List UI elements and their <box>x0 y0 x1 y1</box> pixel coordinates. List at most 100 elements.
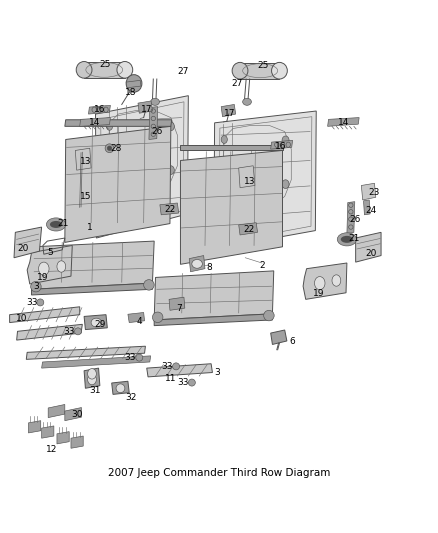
Polygon shape <box>214 111 316 249</box>
Polygon shape <box>189 255 205 272</box>
Polygon shape <box>48 405 65 418</box>
Polygon shape <box>10 307 80 322</box>
Polygon shape <box>57 432 69 444</box>
Polygon shape <box>17 324 82 340</box>
Polygon shape <box>239 166 255 188</box>
Text: 3: 3 <box>214 368 220 377</box>
Ellipse shape <box>105 144 114 152</box>
Ellipse shape <box>173 363 180 370</box>
Polygon shape <box>75 148 91 170</box>
Text: 31: 31 <box>90 385 101 394</box>
Polygon shape <box>112 381 129 394</box>
Ellipse shape <box>341 236 353 243</box>
Polygon shape <box>126 80 141 88</box>
Ellipse shape <box>151 98 159 106</box>
Ellipse shape <box>39 262 49 275</box>
Text: 6: 6 <box>290 337 296 346</box>
Polygon shape <box>88 106 110 114</box>
Text: 29: 29 <box>94 320 106 329</box>
Ellipse shape <box>192 260 202 268</box>
Ellipse shape <box>50 221 62 228</box>
Polygon shape <box>42 426 54 438</box>
Text: 30: 30 <box>71 410 82 419</box>
Text: 33: 33 <box>177 378 189 387</box>
Ellipse shape <box>152 312 163 322</box>
Polygon shape <box>347 201 355 233</box>
Polygon shape <box>271 330 287 344</box>
Ellipse shape <box>57 261 66 272</box>
Text: 26: 26 <box>151 127 162 136</box>
Polygon shape <box>65 120 172 126</box>
Polygon shape <box>147 364 212 377</box>
Ellipse shape <box>106 123 113 130</box>
Text: 19: 19 <box>313 289 325 298</box>
Text: 21: 21 <box>348 233 360 243</box>
Polygon shape <box>180 145 283 150</box>
Polygon shape <box>128 312 145 322</box>
Text: 25: 25 <box>99 60 111 69</box>
Text: 33: 33 <box>64 327 75 336</box>
Text: 17: 17 <box>141 105 152 114</box>
Polygon shape <box>84 314 107 329</box>
Polygon shape <box>221 104 236 117</box>
Ellipse shape <box>282 136 289 145</box>
Polygon shape <box>149 107 158 140</box>
Text: 13: 13 <box>80 157 91 166</box>
Ellipse shape <box>167 166 174 174</box>
Polygon shape <box>180 150 283 264</box>
Text: 17: 17 <box>224 109 236 118</box>
Polygon shape <box>154 271 274 320</box>
Text: 21: 21 <box>58 219 69 228</box>
Ellipse shape <box>264 310 274 321</box>
Polygon shape <box>84 61 125 78</box>
Polygon shape <box>271 140 293 149</box>
Ellipse shape <box>37 299 44 306</box>
Text: 25: 25 <box>257 61 268 69</box>
Text: 16: 16 <box>276 142 287 150</box>
Ellipse shape <box>31 281 41 292</box>
Ellipse shape <box>221 135 227 143</box>
Text: 2: 2 <box>259 261 265 270</box>
Text: 23: 23 <box>369 189 380 197</box>
Text: 16: 16 <box>94 105 106 114</box>
Text: 7: 7 <box>177 304 183 313</box>
Text: 12: 12 <box>46 445 57 454</box>
Text: 14: 14 <box>338 118 350 127</box>
Text: 32: 32 <box>125 392 136 401</box>
Text: 8: 8 <box>206 263 212 272</box>
Polygon shape <box>71 436 83 448</box>
Polygon shape <box>154 314 272 326</box>
Text: 3: 3 <box>33 282 39 290</box>
Ellipse shape <box>88 368 96 379</box>
Text: 20: 20 <box>366 249 377 258</box>
Polygon shape <box>28 421 41 433</box>
Polygon shape <box>26 346 145 359</box>
Polygon shape <box>240 63 279 79</box>
Ellipse shape <box>126 75 142 92</box>
Text: 28: 28 <box>110 144 122 153</box>
Polygon shape <box>361 183 376 200</box>
Polygon shape <box>80 118 110 126</box>
Text: 33: 33 <box>162 362 173 371</box>
Text: 22: 22 <box>164 205 176 214</box>
Ellipse shape <box>243 98 251 106</box>
Ellipse shape <box>116 384 125 393</box>
Ellipse shape <box>337 233 357 246</box>
Text: 1: 1 <box>87 223 93 232</box>
Ellipse shape <box>332 275 341 286</box>
Polygon shape <box>356 232 381 262</box>
Ellipse shape <box>46 218 66 231</box>
Ellipse shape <box>91 318 102 327</box>
Ellipse shape <box>74 328 81 335</box>
Ellipse shape <box>167 122 174 131</box>
Ellipse shape <box>188 379 195 386</box>
Ellipse shape <box>88 374 96 385</box>
Polygon shape <box>32 283 152 295</box>
Text: 13: 13 <box>244 176 255 185</box>
Polygon shape <box>160 203 179 215</box>
Polygon shape <box>32 241 154 289</box>
Ellipse shape <box>272 62 287 79</box>
Ellipse shape <box>282 180 289 189</box>
Text: 10: 10 <box>16 314 28 322</box>
Polygon shape <box>169 297 185 310</box>
